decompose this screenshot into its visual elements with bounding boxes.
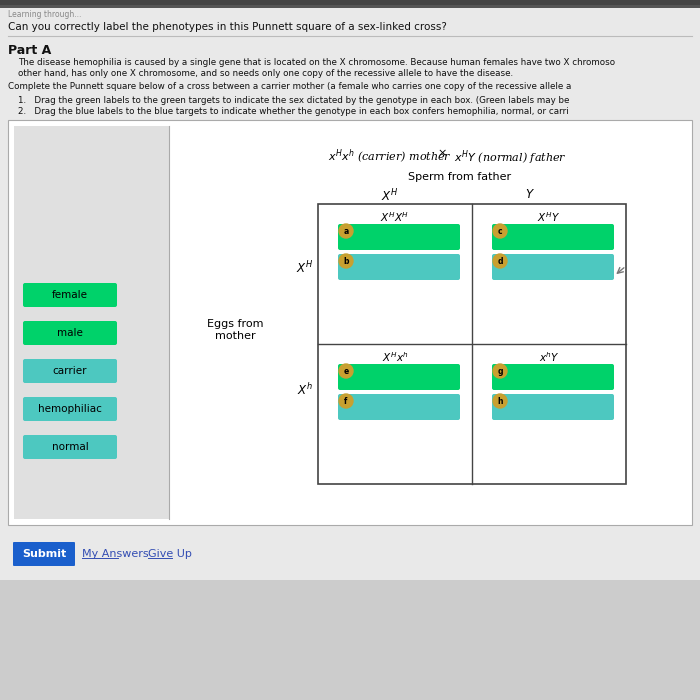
FancyBboxPatch shape — [23, 435, 117, 459]
FancyBboxPatch shape — [338, 394, 460, 420]
Circle shape — [493, 254, 507, 268]
Text: c: c — [498, 227, 503, 236]
FancyBboxPatch shape — [492, 224, 614, 250]
Text: Complete the Punnett square below of a cross between a carrier mother (a female : Complete the Punnett square below of a c… — [8, 82, 571, 91]
Text: My Answers: My Answers — [82, 549, 148, 559]
Text: hemophiliac: hemophiliac — [38, 405, 102, 414]
Text: Learning through...: Learning through... — [8, 10, 81, 19]
Circle shape — [493, 224, 507, 238]
Text: $Y$: $Y$ — [525, 188, 535, 201]
FancyBboxPatch shape — [338, 364, 460, 390]
Text: $\times$: $\times$ — [437, 148, 447, 158]
Bar — [0, 580, 700, 700]
FancyBboxPatch shape — [492, 394, 614, 420]
Text: f: f — [344, 397, 348, 406]
Text: $X^h$: $X^h$ — [297, 382, 313, 398]
Text: $X^H x^h$: $X^H x^h$ — [382, 350, 408, 364]
Text: carrier: carrier — [52, 367, 88, 377]
Circle shape — [493, 394, 507, 408]
FancyBboxPatch shape — [23, 397, 117, 421]
FancyBboxPatch shape — [23, 283, 117, 307]
Text: g: g — [497, 367, 503, 376]
Text: d: d — [497, 257, 503, 266]
FancyBboxPatch shape — [23, 359, 117, 383]
Text: normal: normal — [52, 442, 88, 452]
Text: Eggs from
mother: Eggs from mother — [206, 319, 263, 341]
Text: Can you correctly label the phenotypes in this Punnett square of a sex-linked cr: Can you correctly label the phenotypes i… — [8, 22, 447, 32]
Text: $x^H Y$ (normal) father: $x^H Y$ (normal) father — [454, 148, 566, 167]
FancyBboxPatch shape — [13, 542, 75, 566]
Text: 1.   Drag the green labels to the green targets to indicate the sex dictated by : 1. Drag the green labels to the green ta… — [18, 96, 569, 105]
Text: other hand, has only one X chromosome, and so needs only one copy of the recessi: other hand, has only one X chromosome, a… — [18, 69, 513, 78]
Bar — [8, 120, 692, 525]
Bar — [0, 0, 700, 5]
Text: $x^H x^h$ (carrier) mother: $x^H x^h$ (carrier) mother — [328, 148, 452, 166]
Text: 2.   Drag the blue labels to the blue targets to indicate whether the genotype i: 2. Drag the blue labels to the blue targ… — [18, 107, 568, 116]
Circle shape — [339, 254, 353, 268]
Text: a: a — [344, 227, 349, 236]
Bar — [318, 204, 626, 484]
Text: $X^H$: $X^H$ — [296, 260, 314, 276]
Text: e: e — [344, 367, 349, 376]
Text: Submit: Submit — [22, 549, 66, 559]
Text: b: b — [343, 257, 349, 266]
Circle shape — [493, 364, 507, 378]
Text: $x^h Y$: $x^h Y$ — [538, 350, 559, 364]
Text: The disease hemophilia is caused by a single gene that is located on the X chrom: The disease hemophilia is caused by a si… — [18, 58, 615, 67]
Circle shape — [339, 394, 353, 408]
Bar — [14, 126, 169, 519]
Text: $X^H Y$: $X^H Y$ — [538, 210, 561, 224]
Text: Part A: Part A — [8, 44, 51, 57]
FancyBboxPatch shape — [23, 321, 117, 345]
Text: female: female — [52, 290, 88, 300]
Text: h: h — [497, 397, 503, 406]
Text: $X^H X^H$: $X^H X^H$ — [380, 210, 410, 224]
Circle shape — [339, 224, 353, 238]
FancyBboxPatch shape — [492, 364, 614, 390]
Text: Sperm from father: Sperm from father — [408, 172, 512, 182]
Text: Give Up: Give Up — [148, 549, 192, 559]
Text: $X^H$: $X^H$ — [382, 188, 399, 204]
Circle shape — [339, 364, 353, 378]
Bar — [0, 0, 700, 8]
FancyBboxPatch shape — [492, 254, 614, 280]
Text: male: male — [57, 328, 83, 339]
FancyBboxPatch shape — [338, 254, 460, 280]
FancyBboxPatch shape — [338, 224, 460, 250]
